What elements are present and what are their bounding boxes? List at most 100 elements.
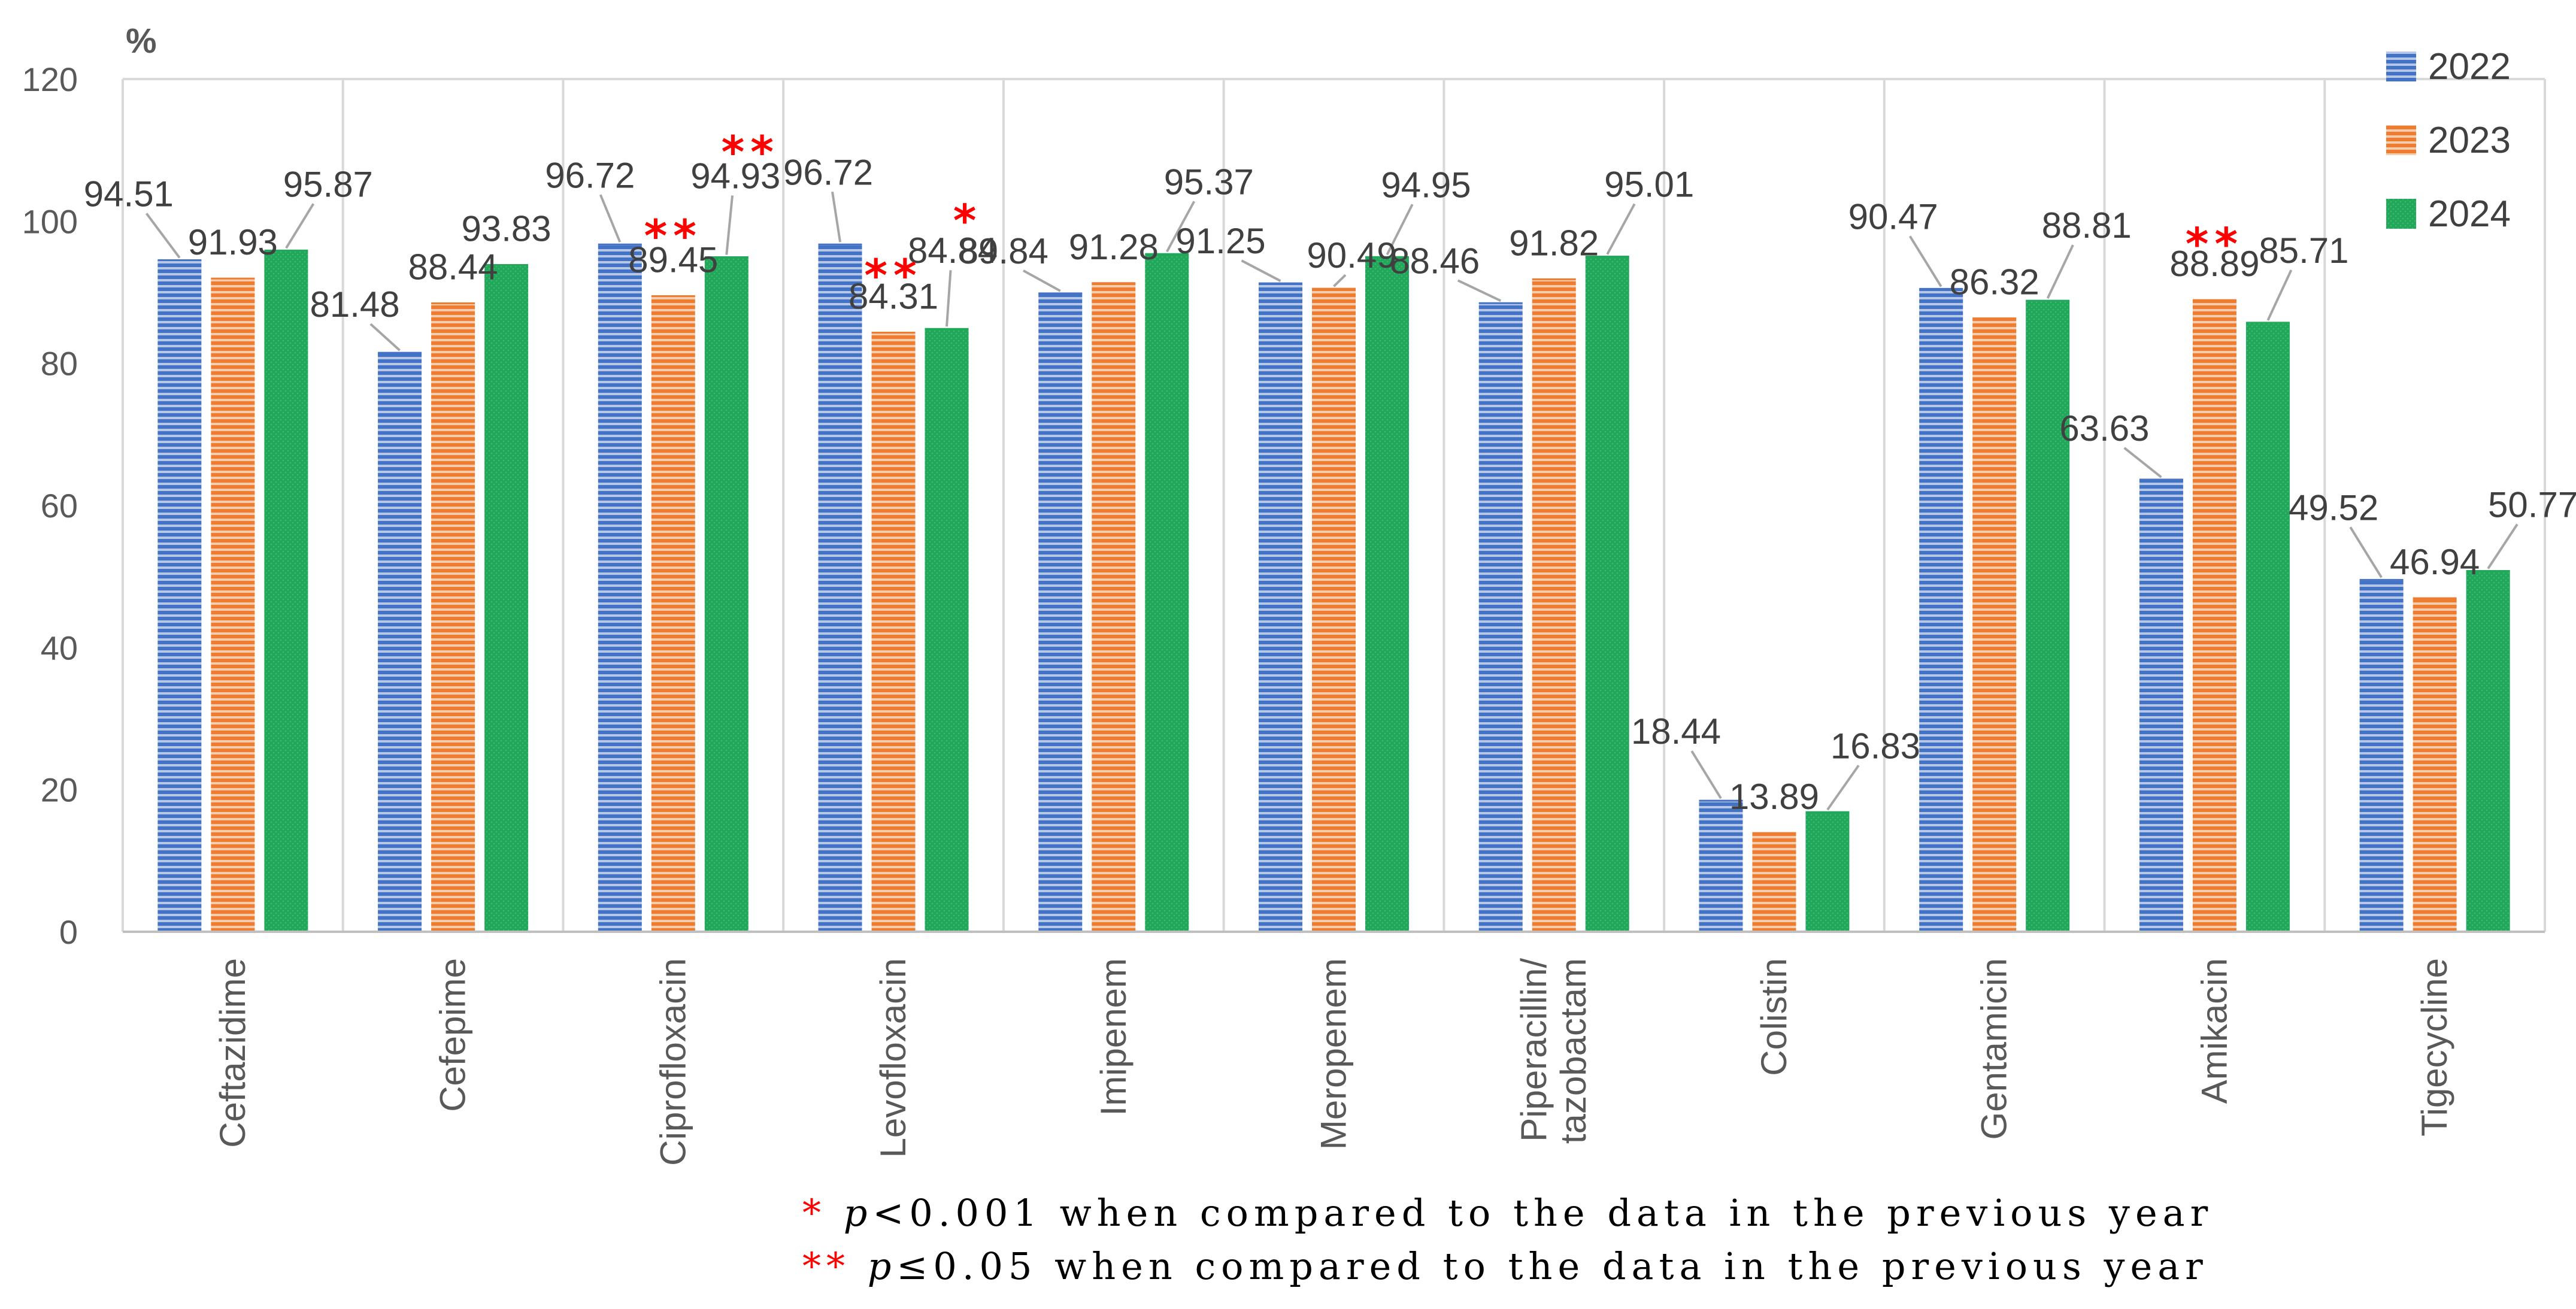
x-tick-label: Levofloxacin <box>873 958 913 1158</box>
x-tick-label-line: Tigecycline <box>2414 958 2454 1137</box>
bar-2022 <box>1259 283 1302 932</box>
x-tick-label-line: Piperacillin/ <box>1514 958 1554 1142</box>
y-axis-unit-label: % <box>126 22 157 60</box>
data-label-2022: 49.52 <box>2289 487 2378 528</box>
leader-line <box>2266 269 2293 321</box>
footnotes: * p<0.001 when compared to the data in t… <box>802 1191 2213 1288</box>
x-tick-label: Ceftazidime <box>213 958 253 1148</box>
footnote-marker: * <box>802 1191 844 1235</box>
bar-2024 <box>1585 256 1629 932</box>
significance-marker: ** <box>2186 219 2244 270</box>
leader-line <box>2349 526 2383 578</box>
x-tick-label: Amikacin <box>2194 958 2234 1104</box>
x-tick-label: Colistin <box>1754 958 1794 1076</box>
data-label-2022: 88.46 <box>1390 241 1480 281</box>
footnote-text: ≤0.05 when compared to the data in the p… <box>896 1244 2208 1288</box>
data-label-2022: 94.51 <box>84 174 174 214</box>
data-label-2024: 94.93 <box>690 156 780 196</box>
bar-2023 <box>431 303 475 932</box>
x-tick-label: Tigecycline <box>2414 958 2454 1137</box>
leader-line <box>2046 244 2074 299</box>
bars <box>157 243 2510 932</box>
data-label-2024: 85.71 <box>2259 231 2348 271</box>
leader-line <box>1386 204 1414 256</box>
bar-2024 <box>1365 257 1409 932</box>
legend-swatch-2024 <box>2386 199 2416 229</box>
leader-line <box>831 191 842 243</box>
data-label-2024: 94.95 <box>1381 165 1471 205</box>
bar-2022 <box>598 244 642 932</box>
bar-2024 <box>2466 571 2510 932</box>
data-label-2022: 63.63 <box>2059 408 2149 449</box>
leader-line <box>2123 447 2162 478</box>
significance-marker: ** <box>722 126 780 178</box>
bar-2022 <box>378 353 422 932</box>
data-label-2023: 84.31 <box>848 277 938 317</box>
leader-line <box>1166 201 1196 253</box>
y-tick-label: 0 <box>59 913 78 951</box>
gridlines <box>122 78 2546 932</box>
x-tick-label-line: Gentamicin <box>1974 958 2014 1140</box>
x-tick-label: Ciprofloxacin <box>653 958 693 1166</box>
bar-2024 <box>2026 301 2070 932</box>
data-label-2024: 88.81 <box>2042 205 2132 246</box>
footnote-marker: ** <box>802 1244 868 1288</box>
leader-line <box>1241 259 1281 282</box>
bar-2023 <box>1312 289 1356 932</box>
x-tick-label-line: Ceftazidime <box>213 958 253 1148</box>
bar-2023 <box>871 332 916 932</box>
data-label-2024: 95.87 <box>283 164 373 204</box>
data-label-2022: 96.72 <box>545 155 635 195</box>
data-label-2023: 46.94 <box>2390 542 2480 582</box>
x-tick-label-line: Cefepime <box>433 958 473 1112</box>
bar-2022 <box>157 260 202 932</box>
bar-2022 <box>1699 801 1743 932</box>
label-leader-lines <box>146 191 2519 811</box>
significance-markers: ********* <box>644 126 2244 302</box>
leader-line <box>146 213 181 259</box>
x-tick-label-line: Ciprofloxacin <box>653 958 693 1166</box>
bar-2022 <box>1478 303 1523 932</box>
bar-2024 <box>1805 812 1850 932</box>
bar-2023 <box>211 278 255 932</box>
x-tick-label-line: Meropenem <box>1314 958 1354 1150</box>
data-label-2023: 91.93 <box>188 222 278 262</box>
data-label-2023: 86.32 <box>1950 262 2039 302</box>
leader-line <box>945 270 952 327</box>
x-axis-ticks: Ceftazidime Cefepime Ciprofloxacin Levoflox… <box>213 958 2454 1166</box>
y-tick-label: 20 <box>41 771 78 809</box>
legend: 2022 2023 2024 <box>2386 46 2511 235</box>
leader-line <box>369 323 401 352</box>
data-label-2023: 91.28 <box>1069 227 1159 267</box>
bar-2023 <box>2413 598 2457 932</box>
legend-label: 2024 <box>2428 193 2511 235</box>
data-label-2023: 88.44 <box>408 247 498 287</box>
bar-2023 <box>2192 300 2236 932</box>
leader-line <box>1023 269 1061 292</box>
significance-marker: ** <box>864 250 922 302</box>
bar-2023 <box>1752 833 1796 932</box>
bar-2023 <box>651 296 695 932</box>
y-axis-ticks: 0 20 40 60 80 100 120 <box>22 60 78 951</box>
bar-2023 <box>1092 283 1136 932</box>
significance-marker: * <box>953 195 983 247</box>
footnote-text: <0.001 when compared to the data in the … <box>872 1191 2213 1235</box>
data-labels: 94.51 81.48 96.72 96.72 89.84 91.25 88.46 18.44… <box>84 152 2576 817</box>
data-label-2024: 50.77 <box>2488 485 2576 525</box>
bar-2024 <box>484 265 529 932</box>
x-tick-label: Cefepime <box>433 958 473 1112</box>
footnote-p: p <box>844 1191 873 1235</box>
x-tick-label: Meropenem <box>1314 958 1354 1150</box>
footnote: * p<0.001 when compared to the data in t… <box>802 1191 2213 1235</box>
data-label-2023: 90.49 <box>1307 235 1396 275</box>
legend-swatch-2023 <box>2386 125 2416 155</box>
bar-2023 <box>1972 318 2017 932</box>
x-tick-label-line: Imipenem <box>1093 958 1134 1116</box>
data-label-2022: 91.25 <box>1175 221 1265 261</box>
data-label-2022: 18.44 <box>1631 711 1721 752</box>
x-tick-label-line: Levofloxacin <box>873 958 913 1158</box>
leader-line <box>1690 750 1722 799</box>
data-label-2024: 16.83 <box>1831 726 1920 766</box>
data-label-2024: 84.84 <box>908 231 998 271</box>
